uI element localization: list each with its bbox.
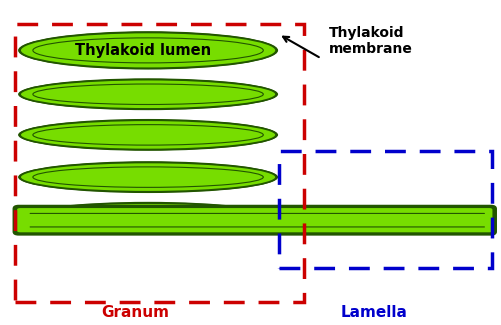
Bar	[15, 24, 303, 302]
Ellipse shape	[18, 31, 278, 70]
Ellipse shape	[20, 120, 276, 150]
Text: Thylakoid
membrane: Thylakoid membrane	[328, 26, 412, 56]
Text: Thylakoid lumen: Thylakoid lumen	[75, 43, 211, 58]
FancyBboxPatch shape	[13, 205, 496, 236]
Ellipse shape	[18, 202, 278, 234]
Text: Granum: Granum	[101, 305, 169, 320]
Text: Lamella: Lamella	[340, 305, 407, 320]
Ellipse shape	[20, 80, 276, 109]
Ellipse shape	[20, 32, 276, 68]
Ellipse shape	[20, 162, 276, 192]
Ellipse shape	[20, 203, 276, 232]
Ellipse shape	[18, 119, 278, 151]
Ellipse shape	[18, 78, 278, 110]
Ellipse shape	[18, 161, 278, 193]
FancyBboxPatch shape	[16, 207, 492, 233]
Bar	[278, 151, 491, 268]
